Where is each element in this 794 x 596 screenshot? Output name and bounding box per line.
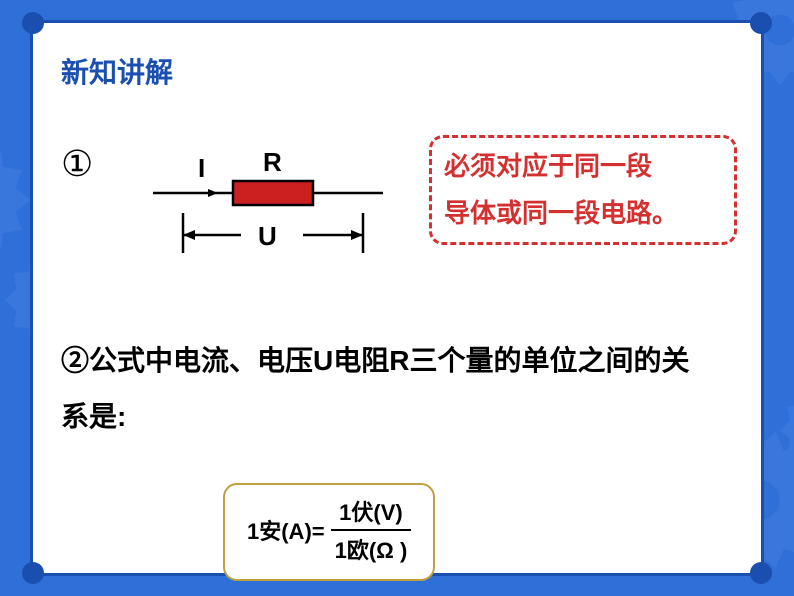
resistor-label: R [263, 147, 282, 178]
corner-dot-br [750, 562, 772, 584]
formula-numerator: 1伏(V) [335, 495, 407, 529]
list-marker-1: ① [61, 143, 93, 185]
callout-box: 必须对应于同一段 导体或同一段电路。 [429, 135, 737, 245]
circuit-diagram: I R U [143, 153, 383, 253]
content-card: 新知讲解 ① I R U 必须对应于同一段 导体或同一段电路。 ②公式中电流、电… [30, 20, 764, 576]
formula-lhs: 1安(A)= [247, 514, 325, 546]
corner-dot-tr [750, 12, 772, 34]
current-label: I [198, 153, 205, 184]
voltage-label: U [258, 221, 277, 252]
formula-denominator: 1欧(Ω ) [331, 531, 412, 565]
corner-dot-bl [22, 562, 44, 584]
paragraph-2: ②公式中电流、电压U电阻R三个量的单位之间的关系是: [61, 333, 701, 445]
formula-fraction: 1伏(V) 1欧(Ω ) [331, 495, 412, 565]
section-title: 新知讲解 [61, 51, 173, 91]
callout-line-2: 导体或同一段电路。 [444, 190, 722, 237]
formula-box: 1安(A)= 1伏(V) 1欧(Ω ) [223, 483, 435, 581]
corner-dot-tl [22, 12, 44, 34]
callout-line-1: 必须对应于同一段 [444, 143, 722, 190]
